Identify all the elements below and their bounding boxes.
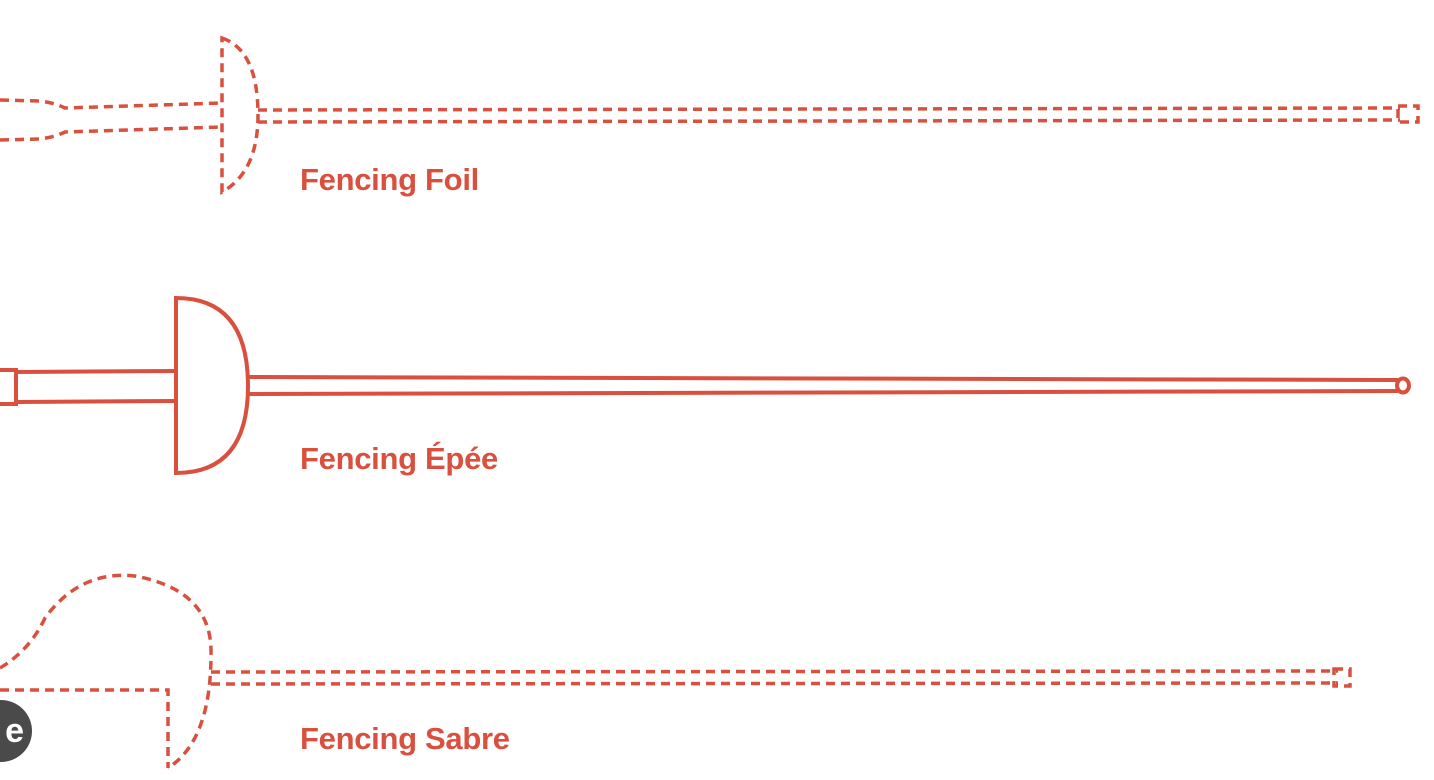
sabre-blade-top — [210, 669, 1339, 674]
epee-drawing — [0, 295, 1411, 476]
sabre-drawing — [0, 573, 1352, 770]
sabre-tip — [1332, 667, 1352, 688]
epee-tip — [1395, 376, 1411, 395]
epee-blade-top — [247, 375, 1399, 382]
foil-guard — [220, 35, 260, 195]
epee-handle-lower — [15, 399, 177, 404]
foil-blade-top — [257, 106, 1401, 112]
foil-drawing — [0, 35, 1420, 195]
badge-icon[interactable]: e — [0, 700, 32, 762]
epee-guard — [174, 295, 251, 476]
epee-blade-bottom — [247, 389, 1399, 396]
foil-tip — [1396, 104, 1420, 124]
sabre-guard — [0, 573, 213, 770]
foil-label: Fencing Foil — [300, 162, 479, 197]
foil-handle-lower — [0, 125, 223, 142]
sabre-handle — [0, 688, 170, 768]
epee-handle — [15, 369, 177, 374]
foil-handle — [0, 98, 223, 110]
foil-blade-bottom — [257, 118, 1401, 124]
epee-pommel — [0, 368, 18, 406]
sabre-blade-bottom — [210, 681, 1339, 686]
epee-label: Fencing Épée — [300, 441, 498, 476]
sabre-label: Fencing Sabre — [300, 721, 510, 756]
